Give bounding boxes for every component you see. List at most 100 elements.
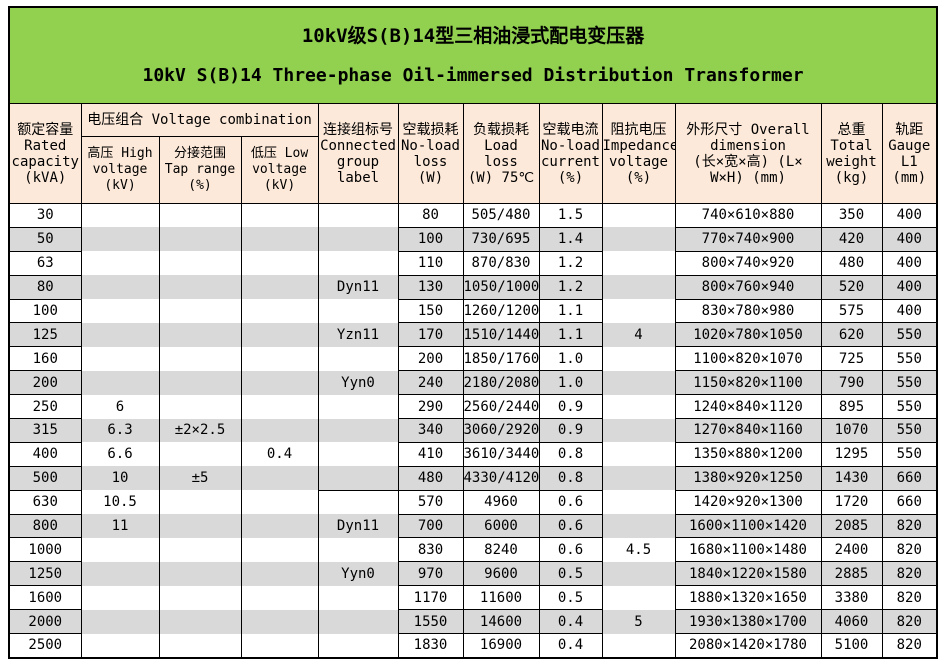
cell-no-load-current: 0.9 bbox=[538, 394, 603, 420]
cell-impedance-voltage: 5 bbox=[601, 609, 676, 634]
cell-low-voltage bbox=[240, 227, 319, 252]
cell-overall-dimension: 800×740×920 bbox=[674, 250, 822, 276]
table-row: 1000 830 8240 0.6 4.5 1680×1100×1480 2400 820 bbox=[8, 537, 938, 563]
cell-high-voltage: 10 bbox=[80, 466, 160, 491]
cell-low-voltage bbox=[240, 346, 319, 371]
cell-total-weight: 1720 bbox=[820, 489, 883, 515]
cell-impedance-voltage bbox=[601, 394, 676, 419]
cell-rated-capacity: 2000 bbox=[8, 609, 82, 635]
cell-rated-capacity: 500 bbox=[8, 465, 82, 491]
cell-low-voltage bbox=[240, 394, 319, 419]
cell-tap-range bbox=[158, 514, 242, 538]
cell-rated-capacity: 50 bbox=[8, 226, 82, 252]
cell-high-voltage bbox=[80, 585, 160, 610]
cell-no-load-current: 1.1 bbox=[538, 298, 603, 324]
cell-tap-range bbox=[158, 275, 242, 300]
cell-overall-dimension: 1350×880×1200 bbox=[674, 441, 822, 467]
cell-gauge: 820 bbox=[881, 537, 938, 563]
cell-total-weight: 895 bbox=[820, 394, 883, 420]
cell-tap-range bbox=[158, 442, 242, 467]
cell-low-voltage bbox=[240, 370, 319, 395]
cell-no-load-loss: 290 bbox=[397, 394, 464, 420]
cell-low-voltage bbox=[240, 561, 319, 586]
cell-low-voltage bbox=[240, 537, 319, 562]
cell-load-loss: 1850/1760 bbox=[462, 346, 540, 372]
cell-no-load-loss: 150 bbox=[397, 298, 464, 324]
cell-total-weight: 2400 bbox=[820, 537, 883, 563]
cell-no-load-current: 1.5 bbox=[538, 203, 603, 228]
cell-load-loss: 4330/4120 bbox=[462, 465, 540, 491]
cell-high-voltage: 10.5 bbox=[80, 490, 160, 515]
cell-tap-range bbox=[158, 394, 242, 419]
cell-gauge: 820 bbox=[881, 513, 938, 539]
cell-overall-dimension: 740×610×880 bbox=[674, 203, 822, 228]
cell-total-weight: 575 bbox=[820, 298, 883, 324]
cell-no-load-loss: 570 bbox=[397, 489, 464, 515]
cell-no-load-loss: 480 bbox=[397, 465, 464, 491]
cell-total-weight: 2885 bbox=[820, 561, 883, 587]
cell-gauge: 400 bbox=[881, 226, 938, 252]
cell-low-voltage bbox=[240, 203, 319, 228]
cell-low-voltage bbox=[240, 609, 319, 634]
header-row-2: 高压 High voltage (kV) 分接范围 Tap range (%) … bbox=[9, 136, 937, 204]
cell-load-loss: 2560/2440 bbox=[462, 394, 540, 420]
cell-total-weight: 520 bbox=[820, 274, 883, 300]
cell-high-voltage bbox=[80, 609, 160, 634]
cell-group-label bbox=[317, 227, 399, 252]
cell-rated-capacity: 1600 bbox=[8, 585, 82, 611]
cell-no-load-loss: 830 bbox=[397, 537, 464, 563]
cell-group-label: Dyn11 bbox=[317, 514, 399, 538]
cell-overall-dimension: 1380×920×1250 bbox=[674, 465, 822, 491]
cell-overall-dimension: 1270×840×1160 bbox=[674, 418, 822, 443]
cell-tap-range bbox=[158, 227, 242, 252]
header-load-loss: 负载损耗 Load loss (W) 75℃ bbox=[462, 103, 540, 204]
cell-gauge: 400 bbox=[881, 274, 938, 300]
cell-overall-dimension: 770×740×900 bbox=[674, 226, 822, 252]
header-voltage-combination: 电压组合 Voltage combination bbox=[80, 103, 319, 137]
cell-group-label bbox=[317, 251, 399, 276]
cell-high-voltage: 6 bbox=[80, 394, 160, 419]
cell-overall-dimension: 1150×820×1100 bbox=[674, 370, 822, 396]
cell-group-label: Yzn11 bbox=[317, 322, 399, 347]
cell-no-load-current: 0.6 bbox=[538, 537, 603, 563]
cell-load-loss: 6000 bbox=[462, 513, 540, 539]
cell-no-load-current: 0.6 bbox=[538, 513, 603, 539]
cell-impedance-voltage bbox=[601, 227, 676, 252]
cell-group-label bbox=[317, 346, 399, 371]
cell-low-voltage bbox=[240, 466, 319, 491]
cell-overall-dimension: 1880×1320×1650 bbox=[674, 585, 822, 611]
cell-overall-dimension: 1420×920×1300 bbox=[674, 489, 822, 515]
cell-no-load-loss: 700 bbox=[397, 513, 464, 539]
cell-high-voltage: 11 bbox=[80, 514, 160, 538]
header-row-1: 额定容量 Rated capacity (kVA) 电压组合 Voltage c… bbox=[8, 103, 938, 204]
cell-no-load-loss: 340 bbox=[397, 418, 464, 443]
table-row: 630 10.5 570 4960 0.6 1420×920×1300 1720 660 bbox=[8, 489, 938, 515]
cell-load-loss: 16900 bbox=[462, 633, 540, 659]
cell-total-weight: 1430 bbox=[820, 465, 883, 491]
cell-load-loss: 505/480 bbox=[462, 203, 540, 228]
cell-gauge: 820 bbox=[881, 633, 938, 659]
cell-low-voltage bbox=[240, 251, 319, 276]
cell-low-voltage bbox=[240, 585, 319, 610]
table-row: 50 100 730/695 1.4 770×740×900 420 400 bbox=[8, 226, 938, 252]
cell-no-load-current: 0.8 bbox=[538, 441, 603, 467]
cell-high-voltage bbox=[80, 299, 160, 323]
cell-gauge: 550 bbox=[881, 322, 938, 348]
header-no-load-current: 空载电流 No-load current (%) bbox=[538, 103, 603, 204]
cell-no-load-loss: 970 bbox=[397, 561, 464, 587]
cell-tap-range bbox=[158, 561, 242, 586]
cell-impedance-voltage bbox=[601, 633, 676, 658]
cell-total-weight: 5100 bbox=[820, 633, 883, 659]
cell-no-load-current: 0.8 bbox=[538, 465, 603, 491]
cell-rated-capacity: 200 bbox=[8, 370, 82, 396]
cell-total-weight: 480 bbox=[820, 250, 883, 276]
cell-total-weight: 3380 bbox=[820, 585, 883, 611]
cell-rated-capacity: 2500 bbox=[8, 633, 82, 659]
cell-tap-range bbox=[158, 299, 242, 323]
cell-group-label bbox=[317, 299, 399, 323]
cell-group-label bbox=[317, 633, 399, 658]
cell-no-load-loss: 1830 bbox=[397, 633, 464, 659]
cell-no-load-loss: 240 bbox=[397, 370, 464, 396]
cell-high-voltage bbox=[80, 203, 160, 228]
cell-rated-capacity: 800 bbox=[8, 513, 82, 539]
